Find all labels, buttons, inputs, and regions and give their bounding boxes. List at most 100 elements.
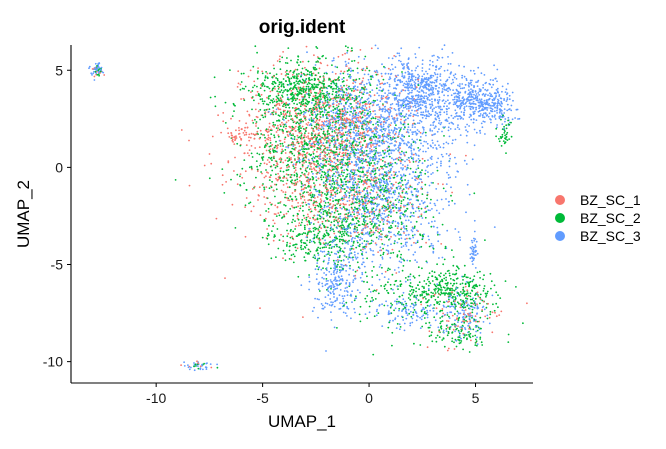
data-point-BZ_SC_3 — [441, 90, 444, 93]
data-point-BZ_SC_3 — [383, 209, 385, 212]
data-point-BZ_SC_2 — [418, 174, 421, 177]
data-point-BZ_SC_2 — [340, 233, 343, 236]
data-point-BZ_SC_2 — [272, 81, 274, 83]
data-point-BZ_SC_3 — [341, 278, 344, 280]
data-point-BZ_SC_3 — [334, 268, 337, 271]
data-point-BZ_SC_3 — [419, 203, 421, 206]
data-point-BZ_SC_2 — [451, 297, 454, 299]
data-point-BZ_SC_2 — [293, 182, 295, 185]
data-point-BZ_SC_3 — [357, 112, 360, 114]
data-point-BZ_SC_2 — [329, 98, 332, 100]
data-point-BZ_SC_1 — [408, 159, 410, 162]
data-point-BZ_SC_1 — [353, 215, 356, 218]
data-point-BZ_SC_3 — [378, 141, 381, 144]
data-point-BZ_SC_3 — [386, 82, 389, 84]
data-point-BZ_SC_2 — [270, 257, 273, 260]
data-point-BZ_SC_3 — [458, 96, 460, 99]
data-point-BZ_SC_3 — [384, 92, 386, 94]
data-point-BZ_SC_1 — [367, 123, 370, 125]
data-point-BZ_SC_3 — [500, 102, 503, 104]
data-point-BZ_SC_3 — [417, 103, 420, 105]
data-point-BZ_SC_2 — [295, 243, 298, 246]
data-point-BZ_SC_3 — [331, 128, 334, 131]
data-point-BZ_SC_2 — [302, 214, 305, 217]
data-point-BZ_SC_3 — [327, 287, 329, 290]
data-point-BZ_SC_3 — [348, 209, 350, 212]
data-point-BZ_SC_3 — [393, 108, 396, 110]
data-point-BZ_SC_2 — [354, 181, 357, 184]
data-point-BZ_SC_3 — [456, 126, 459, 129]
data-point-BZ_SC_2 — [252, 122, 255, 124]
data-point-BZ_SC_3 — [416, 138, 418, 141]
data-point-BZ_SC_3 — [447, 116, 450, 119]
data-point-BZ_SC_3 — [332, 284, 335, 286]
data-point-BZ_SC_3 — [394, 220, 397, 223]
data-point-BZ_SC_3 — [414, 76, 417, 79]
data-point-BZ_SC_2 — [98, 74, 100, 77]
data-point-BZ_SC_3 — [398, 54, 401, 57]
data-point-BZ_SC_3 — [427, 222, 430, 225]
data-point-BZ_SC_1 — [257, 199, 259, 201]
data-point-BZ_SC_1 — [301, 165, 304, 168]
data-point-BZ_SC_3 — [405, 186, 407, 189]
data-point-BZ_SC_2 — [362, 214, 365, 217]
data-point-BZ_SC_1 — [377, 230, 379, 233]
data-point-BZ_SC_2 — [407, 297, 410, 299]
data-point-BZ_SC_3 — [381, 110, 384, 113]
data-point-BZ_SC_3 — [473, 306, 475, 309]
data-point-BZ_SC_1 — [264, 203, 266, 206]
data-point-BZ_SC_3 — [442, 142, 445, 145]
data-point-BZ_SC_1 — [323, 120, 326, 123]
data-point-BZ_SC_1 — [257, 67, 259, 69]
data-point-BZ_SC_2 — [379, 254, 382, 257]
data-point-BZ_SC_3 — [494, 118, 497, 120]
data-point-BZ_SC_1 — [256, 170, 259, 173]
data-point-BZ_SC_1 — [324, 156, 327, 158]
data-point-BZ_SC_2 — [352, 141, 355, 143]
data-point-BZ_SC_3 — [414, 100, 416, 103]
data-point-BZ_SC_3 — [455, 162, 457, 165]
data-point-BZ_SC_1 — [316, 56, 319, 58]
data-point-BZ_SC_2 — [399, 217, 402, 220]
data-point-BZ_SC_3 — [437, 100, 440, 103]
data-point-BZ_SC_3 — [407, 202, 410, 204]
data-point-BZ_SC_2 — [341, 221, 343, 224]
data-point-BZ_SC_1 — [381, 135, 384, 138]
data-point-BZ_SC_2 — [268, 108, 271, 111]
data-point-BZ_SC_3 — [317, 129, 320, 132]
data-point-BZ_SC_1 — [284, 152, 287, 154]
data-point-BZ_SC_3 — [376, 151, 379, 154]
data-point-BZ_SC_3 — [373, 187, 375, 190]
data-point-BZ_SC_3 — [378, 80, 381, 83]
data-point-BZ_SC_1 — [357, 119, 360, 121]
data-point-BZ_SC_2 — [305, 68, 308, 71]
data-point-BZ_SC_2 — [443, 277, 446, 280]
data-point-BZ_SC_1 — [289, 110, 291, 113]
data-point-BZ_SC_3 — [365, 244, 367, 246]
data-point-BZ_SC_3 — [423, 77, 426, 80]
data-point-BZ_SC_1 — [272, 239, 275, 242]
data-point-BZ_SC_3 — [375, 130, 378, 133]
data-point-BZ_SC_1 — [330, 159, 332, 162]
data-point-BZ_SC_3 — [412, 158, 415, 161]
data-point-BZ_SC_3 — [511, 91, 514, 94]
data-point-BZ_SC_1 — [370, 145, 372, 148]
data-point-BZ_SC_2 — [292, 72, 295, 74]
data-point-BZ_SC_3 — [323, 111, 326, 114]
data-point-BZ_SC_3 — [464, 327, 466, 329]
data-point-BZ_SC_3 — [363, 112, 366, 114]
data-point-BZ_SC_1 — [329, 142, 331, 144]
data-point-BZ_SC_3 — [364, 197, 366, 200]
data-point-BZ_SC_2 — [338, 76, 340, 78]
data-point-BZ_SC_1 — [307, 191, 310, 194]
data-point-BZ_SC_3 — [430, 173, 433, 176]
data-point-BZ_SC_2 — [328, 144, 331, 147]
data-point-BZ_SC_2 — [442, 337, 445, 339]
data-point-BZ_SC_3 — [93, 70, 95, 73]
data-point-BZ_SC_3 — [439, 79, 442, 81]
data-point-BZ_SC_2 — [361, 233, 364, 236]
data-point-BZ_SC_3 — [414, 82, 417, 85]
data-point-BZ_SC_1 — [239, 83, 242, 86]
data-point-BZ_SC_3 — [469, 321, 472, 324]
data-point-BZ_SC_3 — [410, 101, 413, 103]
